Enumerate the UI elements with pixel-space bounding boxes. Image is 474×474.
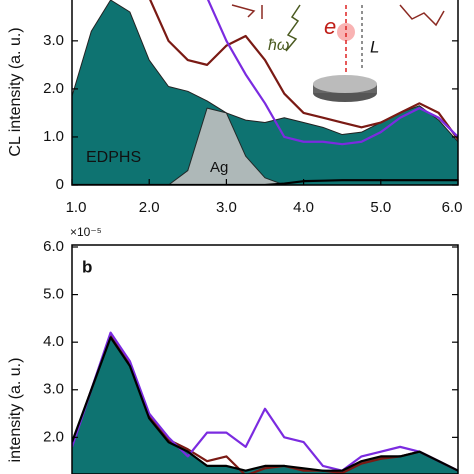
x-tick-label: 6.0 — [442, 199, 463, 216]
axes-frame — [71, 0, 459, 186]
distance-label: L — [370, 37, 379, 56]
y-tick-label: 4.0 — [43, 333, 64, 350]
y-tick-label: 2.0 — [43, 80, 64, 97]
y-tick-label: 5.0 — [43, 286, 64, 303]
x-tick-label: 5.0 — [370, 199, 391, 216]
y-tick-label: 2.0 — [43, 428, 64, 445]
decor — [399, 4, 445, 27]
y-axis-label: intensity (a. u.) — [7, 358, 24, 463]
line — [206, 0, 458, 146]
y-axis-label: CL intensity (a. u.) — [7, 27, 24, 156]
y-tick-label: 3.0 — [43, 32, 64, 49]
plot — [72, 331, 458, 474]
electron-glow — [337, 23, 355, 41]
decor — [231, 4, 263, 19]
plot — [72, 0, 458, 185]
y-tick-label: 0 — [56, 176, 64, 193]
line — [72, 331, 458, 472]
y-tick-label: 6.0 — [43, 238, 64, 255]
panel-label: b — [82, 257, 92, 276]
x-tick-label: 2.0 — [139, 199, 160, 216]
inset-illustration: e L ħω EDPHS Ag — [86, 4, 445, 176]
ag-label: Ag — [210, 159, 228, 176]
scale-note: ×10⁻⁵ — [70, 225, 102, 239]
line — [72, 179, 458, 185]
x-tick-label: 4.0 — [293, 199, 314, 216]
line — [149, 0, 458, 140]
panels: 01.02.03.01.0 2.0 3.0 4.0 5.0 6.02.03.04.05.0… — [43, 0, 462, 474]
line — [72, 336, 458, 472]
area — [72, 107, 458, 185]
area — [72, 336, 458, 474]
edphs-label: EDPHS — [86, 149, 141, 166]
photon-label: ħω — [268, 37, 289, 54]
y-tick-label: 3.0 — [43, 381, 64, 398]
y-tick-label: 1.0 — [43, 128, 64, 145]
disk-top — [313, 75, 377, 93]
x-tick-label: 3.0 — [216, 199, 237, 216]
electron-label: e — [324, 14, 336, 39]
photon-wave — [285, 4, 301, 52]
x-tick-label: 1.0 — [66, 199, 87, 216]
axes-frame — [71, 244, 459, 474]
